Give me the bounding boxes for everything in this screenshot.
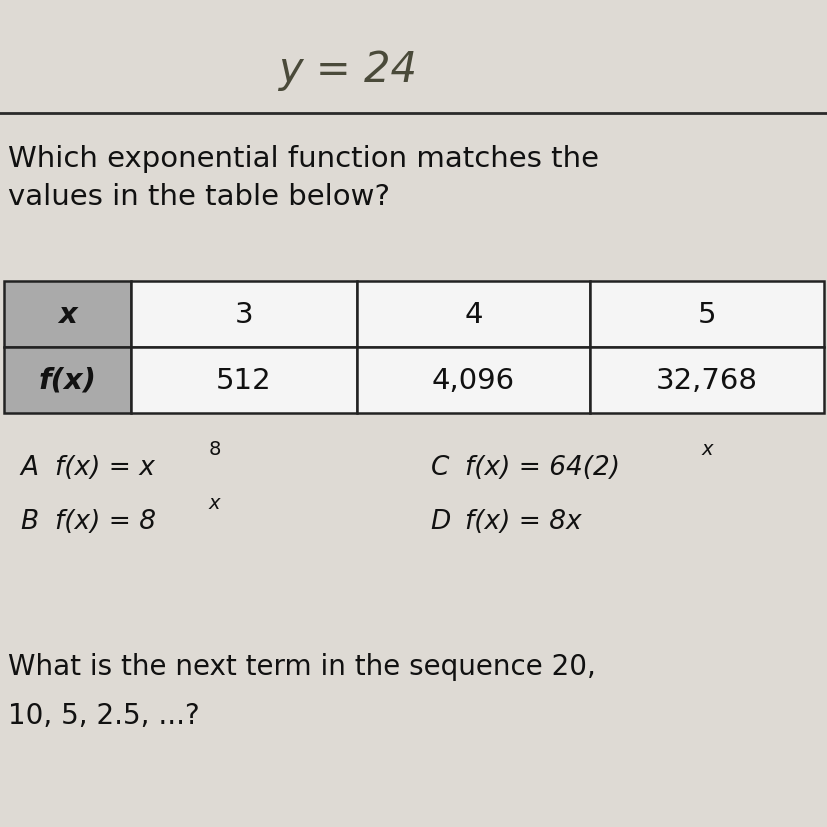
Text: 512: 512 [216, 366, 271, 394]
FancyBboxPatch shape [356, 281, 590, 347]
Text: x: x [58, 300, 77, 328]
Text: 10, 5, 2.5, ...?: 10, 5, 2.5, ...? [8, 701, 200, 729]
Text: f(x): f(x) [39, 366, 97, 394]
Text: x: x [208, 494, 220, 512]
Text: 8: 8 [208, 440, 221, 458]
Text: f(x) = x: f(x) = x [55, 454, 155, 480]
Text: 5: 5 [697, 300, 715, 328]
Text: x: x [700, 440, 712, 458]
Text: f(x) = 8x: f(x) = 8x [465, 508, 581, 534]
Text: 4,096: 4,096 [432, 366, 514, 394]
FancyBboxPatch shape [590, 347, 823, 414]
FancyBboxPatch shape [590, 281, 823, 347]
Text: D: D [430, 508, 450, 534]
FancyBboxPatch shape [4, 281, 131, 347]
FancyBboxPatch shape [131, 281, 356, 347]
Text: What is the next term in the sequence 20,: What is the next term in the sequence 20… [8, 652, 595, 680]
Text: B: B [21, 508, 39, 534]
FancyBboxPatch shape [131, 347, 356, 414]
Text: 32,768: 32,768 [655, 366, 758, 394]
Text: 3: 3 [234, 300, 253, 328]
Text: f(x) = 64(2): f(x) = 64(2) [465, 454, 619, 480]
Text: 4: 4 [464, 300, 482, 328]
Text: f(x) = 8: f(x) = 8 [55, 508, 156, 534]
Text: y = 24: y = 24 [278, 50, 417, 91]
FancyBboxPatch shape [356, 347, 590, 414]
Text: C: C [430, 454, 448, 480]
Text: A: A [21, 454, 39, 480]
FancyBboxPatch shape [4, 347, 131, 414]
Text: Which exponential function matches the
values in the table below?: Which exponential function matches the v… [8, 145, 599, 211]
